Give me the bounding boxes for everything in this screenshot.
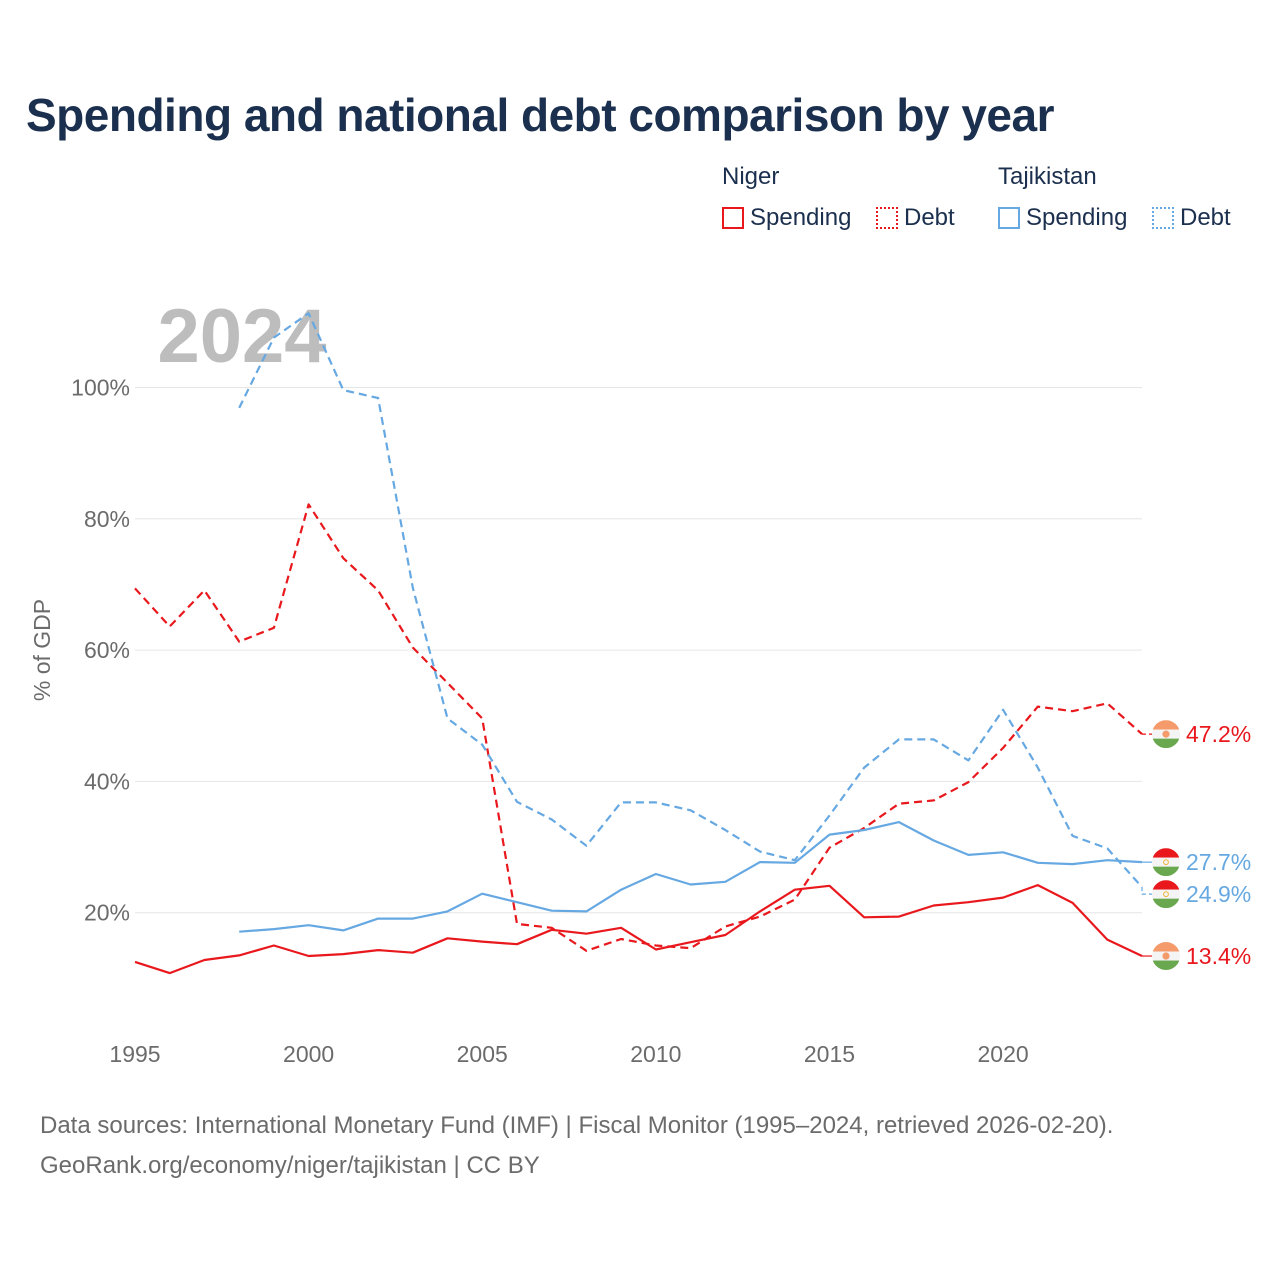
y-axis-label: % of GDP (29, 599, 55, 701)
legend-label: Spending (750, 204, 852, 231)
end-value-label: 27.7% (1186, 849, 1251, 875)
chart-title: Spending and national debt comparison by… (26, 89, 1055, 141)
y-tick-label: 40% (84, 768, 130, 794)
footer-source: Data sources: International Monetary Fun… (40, 1112, 1114, 1139)
legend-niger-spending[interactable]: Spending (722, 204, 851, 232)
niger-flag-icon (1152, 942, 1180, 971)
legend-dotted-swatch-icon (1152, 207, 1174, 229)
y-tick-label: 100% (71, 375, 130, 401)
legend-solid-swatch-icon (722, 207, 744, 229)
tajikistan-flag-icon (1152, 848, 1180, 877)
legend-solid-swatch-icon (998, 207, 1020, 229)
legend-group-niger: Niger (722, 163, 780, 190)
x-tick-label: 2005 (457, 1041, 508, 1067)
x-tick-label: 1995 (109, 1041, 160, 1067)
x-tick-label: 2015 (804, 1041, 855, 1067)
series-line-tajikistan-spending[interactable] (239, 820, 1143, 933)
y-tick-label: 80% (84, 506, 130, 532)
legend-label: Debt (1180, 204, 1231, 231)
y-tick-label: 20% (84, 900, 130, 926)
series-line-tajikistan-debt[interactable] (238, 312, 1143, 888)
legend-tajikistan-spending[interactable]: Spending (998, 204, 1127, 232)
series-line-niger-debt[interactable] (134, 503, 1143, 952)
year-watermark: 2024 (157, 294, 326, 379)
legend-dotted-swatch-icon (876, 207, 898, 229)
footer-credit: GeoRank.org/economy/niger/tajikistan | C… (40, 1152, 540, 1179)
niger-flag-icon (1152, 720, 1180, 749)
legend-group-tajikistan: Tajikistan (998, 163, 1097, 190)
x-tick-label: 2010 (630, 1041, 681, 1067)
legend-label: Spending (1026, 204, 1128, 231)
end-value-label: 47.2% (1186, 721, 1251, 747)
end-value-label: 24.9% (1186, 881, 1251, 907)
x-tick-label: 2000 (283, 1041, 334, 1067)
series-line-niger-spending[interactable] (134, 883, 1143, 975)
tajikistan-flag-icon (1152, 880, 1180, 909)
footer: Data sources: International Monetary Fun… (40, 1106, 1113, 1186)
end-value-label: 13.4% (1186, 943, 1251, 969)
end-connector (1141, 887, 1152, 895)
y-tick-label: 60% (84, 637, 130, 663)
x-tick-label: 2020 (978, 1041, 1029, 1067)
legend-label: Debt (904, 204, 955, 231)
legend-tajikistan-debt[interactable]: Debt (1152, 204, 1231, 232)
legend-niger-debt[interactable]: Debt (876, 204, 955, 232)
